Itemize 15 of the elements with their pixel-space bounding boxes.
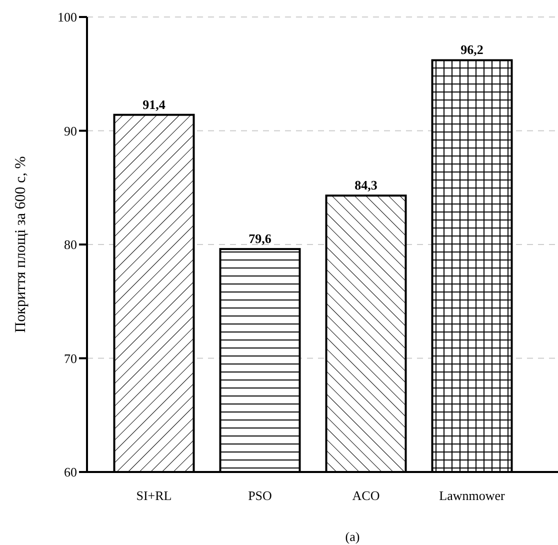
y-axis-title: Покриття площі за 600 с, % — [13, 156, 29, 333]
data-label: 96,2 — [460, 42, 484, 58]
y-tick-label: 100 — [58, 10, 77, 25]
x-tick-label: SI+RL — [136, 488, 172, 503]
data-label: 79,6 — [248, 231, 272, 246]
y-tick-label: 70 — [64, 350, 77, 366]
data-label: 91,4 — [142, 96, 166, 112]
y-tick-label: 90 — [64, 123, 77, 138]
x-tick-label: ACO — [352, 488, 380, 503]
y-tick-label: 60 — [64, 464, 77, 480]
text: (a) — [345, 529, 360, 544]
data-label: 84,3 — [354, 178, 378, 193]
x-tick-label: Lawnmower — [439, 488, 506, 503]
x-tick-label: PSO — [248, 488, 272, 503]
y-tick-label: 80 — [64, 237, 77, 252]
